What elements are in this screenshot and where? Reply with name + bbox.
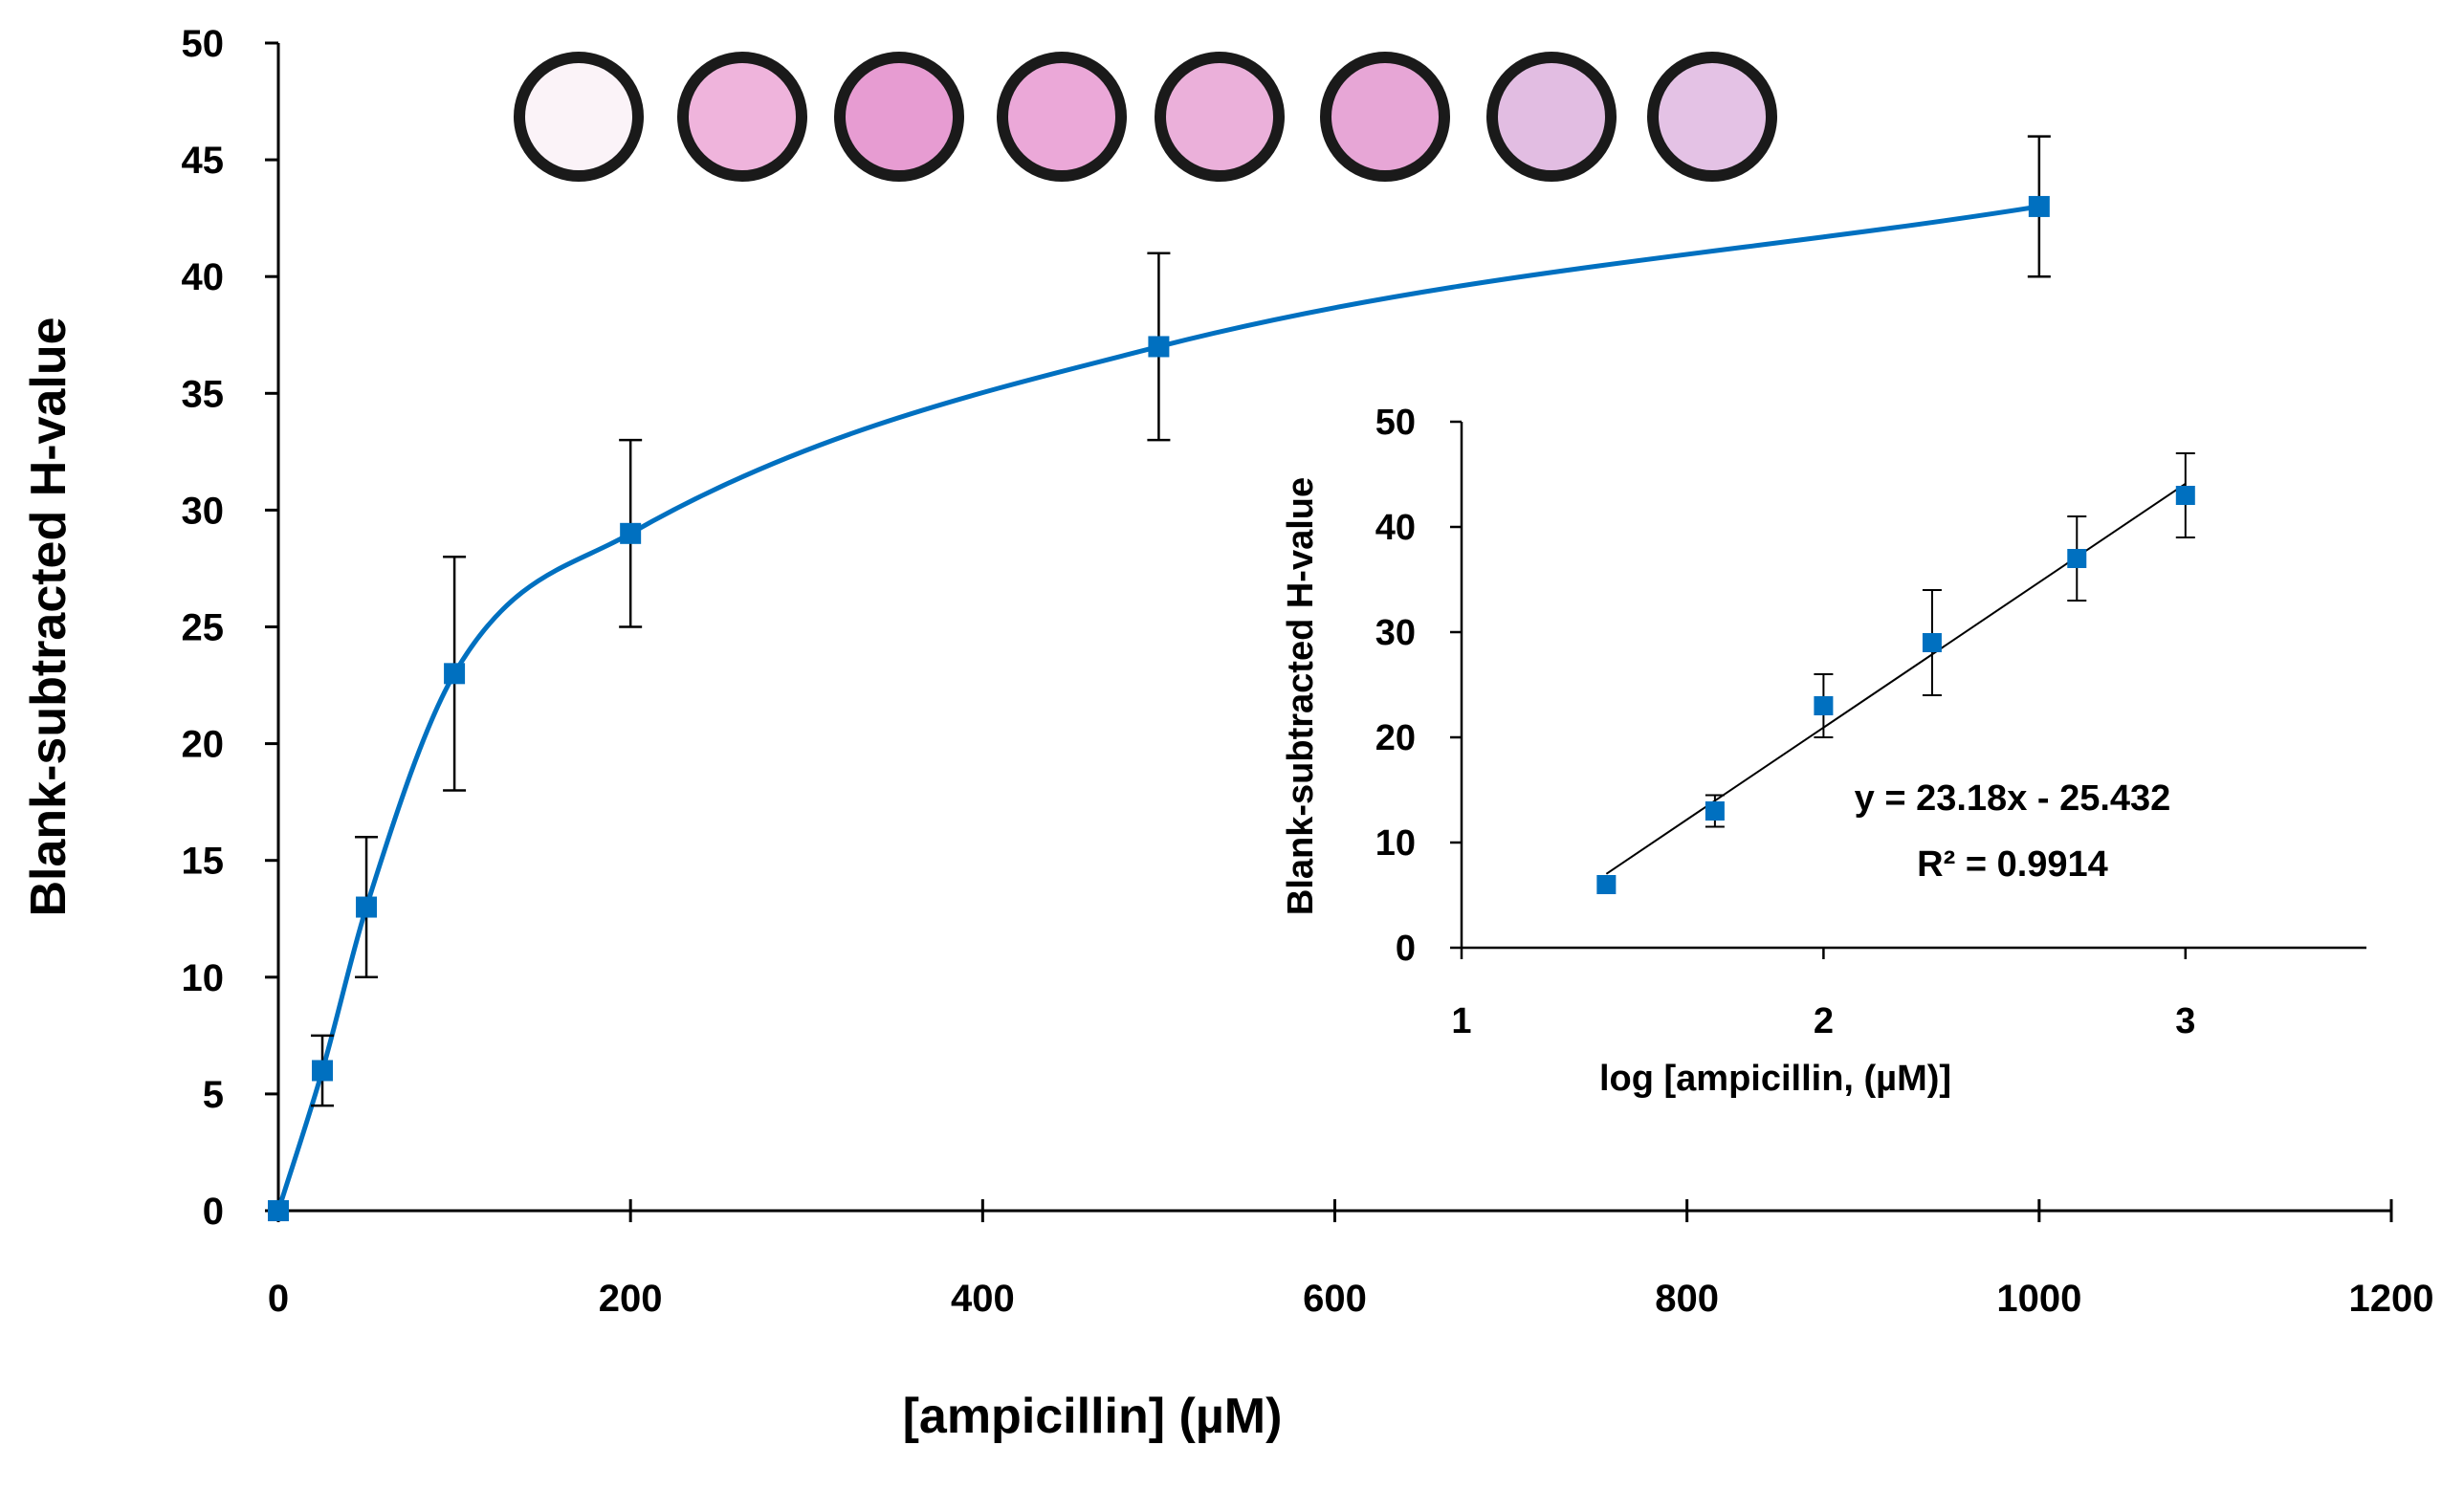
main-data-point (1148, 336, 1170, 358)
inset-x-tick-label: 2 (1814, 1001, 1834, 1041)
inset-x-axis-title: log [ampicillin, (µM)] (1599, 1059, 1951, 1099)
color-swatch (834, 52, 964, 182)
inset-tick-labels: 0 10 20 30 40 50 1 2 3 (1375, 403, 2196, 1041)
color-swatch (1647, 52, 1777, 182)
inset-chart: 0 10 20 30 40 50 1 2 3 log [ampicillin, (µM)] Bl… (1281, 403, 2366, 1099)
main-data-point (312, 1060, 334, 1082)
main-y-tick-label: 25 (182, 607, 225, 649)
inset-y-tick-label: 0 (1396, 929, 1416, 969)
color-swatch (1155, 52, 1285, 182)
main-y-tick-label: 15 (182, 841, 225, 883)
main-y-axis-title: Blank-subtracted H-value (21, 317, 77, 916)
main-data-point (620, 522, 642, 544)
inset-data-point (1922, 633, 1942, 652)
main-x-tick-label: 800 (1655, 1278, 1719, 1320)
inset-data-point (2067, 549, 2087, 568)
trendline-equation: y = 23.18x - 25.432 (1855, 778, 2171, 819)
main-data-points (268, 195, 2050, 1221)
inset-y-tick-label: 30 (1375, 613, 1416, 653)
main-x-tick-label: 200 (599, 1278, 663, 1320)
inset-x-tick-label: 3 (2175, 1001, 2195, 1041)
inset-y-tick-label: 40 (1375, 508, 1416, 548)
color-swatch (1486, 52, 1617, 182)
inset-data-point (1705, 801, 1725, 821)
main-data-point (268, 1200, 289, 1221)
main-y-tick-label: 10 (182, 957, 225, 999)
main-data-point (356, 896, 378, 918)
main-data-point (444, 663, 466, 685)
main-y-tick-label: 50 (182, 23, 225, 65)
inset-data-points (1596, 486, 2195, 894)
color-swatches (514, 52, 1777, 182)
main-x-tick-label: 1000 (1996, 1278, 2081, 1320)
main-x-tick-label: 0 (268, 1278, 289, 1320)
main-fit-curve (275, 204, 2040, 1212)
inset-y-tick-label: 20 (1375, 718, 1416, 758)
inset-axes (1450, 420, 2366, 959)
r-squared-label: R² = 0.9914 (1917, 844, 2108, 885)
inset-y-axis-title: Blank-subtracted H-value (1281, 477, 1321, 915)
inset-trendline (1605, 482, 2187, 875)
main-y-tick-label: 40 (182, 256, 225, 298)
main-y-tick-label: 30 (182, 490, 225, 532)
inset-data-point (2175, 486, 2195, 505)
main-x-tick-label: 1200 (2349, 1278, 2434, 1320)
inset-y-tick-label: 50 (1375, 403, 1416, 443)
main-x-axis-title: [ampicillin] (µM) (903, 1389, 1283, 1444)
color-swatch (677, 52, 807, 182)
inset-data-point (1814, 696, 1834, 715)
color-swatch (1320, 52, 1450, 182)
main-x-tick-label: 600 (1303, 1278, 1367, 1320)
main-y-tick-label: 0 (203, 1191, 224, 1233)
inset-x-tick-label: 1 (1451, 1001, 1471, 1041)
main-y-tick-label: 45 (182, 140, 225, 182)
main-x-tick-label: 400 (951, 1278, 1015, 1320)
inset-data-point (1596, 875, 1617, 894)
color-swatch (514, 52, 644, 182)
color-swatch (997, 52, 1127, 182)
main-y-tick-label: 20 (182, 724, 225, 766)
main-y-tick-label: 35 (182, 373, 225, 415)
main-y-tick-label: 5 (203, 1074, 224, 1116)
main-data-point (2028, 195, 2050, 217)
inset-y-tick-label: 10 (1375, 823, 1416, 864)
